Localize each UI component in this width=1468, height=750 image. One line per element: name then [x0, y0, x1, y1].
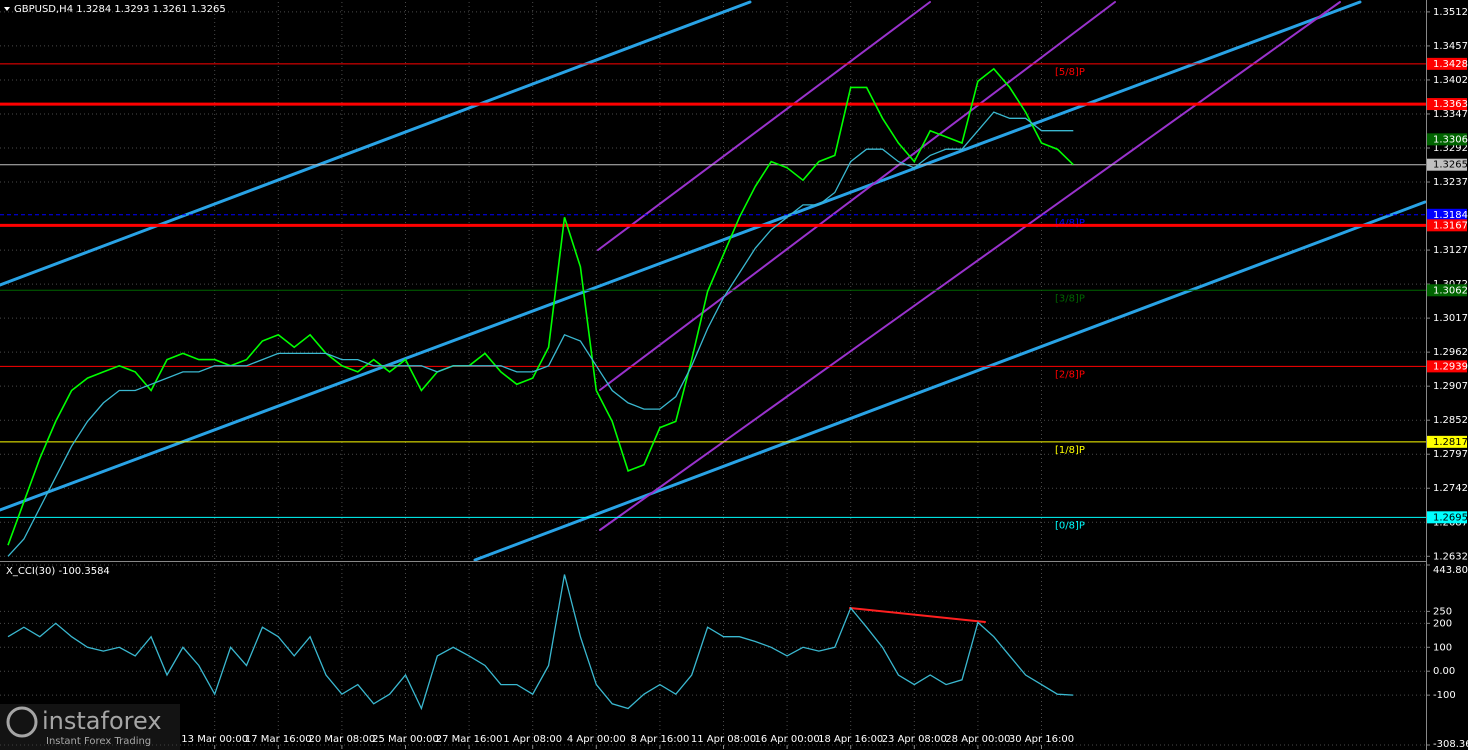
y-tick-label: -100: [1433, 690, 1456, 701]
level-price-box: [1427, 435, 1467, 448]
level-price-label: 1.2695: [1433, 512, 1468, 523]
y-tick-label: 1.2962: [1433, 347, 1468, 358]
level-price-label: 1.3184: [1433, 210, 1468, 221]
x-tick-label: 11 Apr 08:00: [691, 734, 756, 745]
level-price-label: 1.3306: [1433, 134, 1468, 145]
x-tick-label: 20 Mar 08:00: [309, 734, 376, 745]
x-tick-label: 1 Apr 08:00: [503, 734, 562, 745]
trend-line: [473, 200, 1427, 562]
y-tick-label: 1.3237: [1433, 177, 1468, 188]
x-tick-label: 25 Mar 00:00: [372, 734, 439, 745]
y-tick-label: 1.2742: [1433, 483, 1468, 494]
y-tick-label: 1.3292: [1433, 143, 1468, 154]
level-price-box: [1427, 511, 1467, 524]
y-tick-label: 250: [1433, 606, 1452, 617]
x-tick-label: 8 Apr 16:00: [630, 734, 689, 745]
trend-lines: [0, 0, 1427, 623]
x-tick-label: 28 Apr 00:00: [945, 734, 1010, 745]
watermark-tagline: Instant Forex Trading: [46, 736, 151, 747]
level-price-label: 1.3428: [1433, 59, 1468, 70]
x-tick-label: 13 Mar 00:00: [181, 734, 248, 745]
level-price-box: [1427, 98, 1467, 111]
x-tick-label: 27 Mar 16:00: [436, 734, 503, 745]
y-tick-label: 1.3402: [1433, 75, 1468, 86]
level-label: [2/8]P: [1055, 369, 1085, 380]
level-label: [4/8]P: [1055, 218, 1085, 229]
x-tick-label: 17 Mar 16:00: [245, 734, 312, 745]
watermark-brand: instaforex: [42, 707, 162, 735]
trend-line: [0, 0, 1362, 512]
watermark: instaforex Instant Forex Trading: [0, 704, 180, 750]
divergence-line: [849, 607, 986, 623]
level-price-box: [1427, 158, 1467, 171]
y-tick-label: 200: [1433, 618, 1452, 629]
level-price-label: 1.3363: [1433, 99, 1468, 110]
level-price-label: 1.3265: [1433, 160, 1468, 171]
level-label: [3/8]P: [1055, 293, 1085, 304]
trend-line: [0, 0, 752, 287]
level-price-box: [1427, 219, 1467, 232]
level-price-label: 1.2939: [1433, 361, 1468, 372]
series-line: [7, 574, 1074, 711]
y-tick-label: 1.2907: [1433, 381, 1468, 392]
x-tick-label: 18 Apr 16:00: [818, 734, 883, 745]
x-tick-label: 23 Apr 08:00: [882, 734, 947, 745]
indicator-title: X_CCI(30) -100.3584: [6, 566, 110, 577]
level-price-label: 1.2817: [1433, 437, 1468, 448]
y-tick-label: 1.3017: [1433, 313, 1468, 324]
level-label: [5/8]P: [1055, 67, 1085, 78]
background-layer: [0, 2, 1426, 746]
level-price-box: [1427, 57, 1467, 70]
series-line: [7, 67, 1074, 546]
y-tick-label: 100: [1433, 642, 1452, 653]
y-tick-label: -308.364: [1433, 739, 1468, 750]
level-price-box: [1427, 208, 1467, 221]
watermark-icon: [6, 706, 38, 738]
level-price-box: [1427, 360, 1467, 373]
level-label: [1/8]P: [1055, 445, 1085, 456]
y-tick-label: 1.3347: [1433, 109, 1468, 120]
channel-line: [599, 1, 1341, 531]
chart-title: GBPUSD,H4 1.3284 1.3293 1.3261 1.3265: [14, 4, 226, 15]
y-tick-label: 1.2797: [1433, 449, 1468, 460]
y-tick-label: 1.3512: [1433, 7, 1468, 18]
x-tick-label: 30 Apr 16:00: [1009, 734, 1074, 745]
y-tick-label: 1.2852: [1433, 415, 1468, 426]
channel-line: [597, 1, 931, 251]
y-tick-label: 1.3457: [1433, 41, 1468, 52]
data-layer: 1.3512 1.3457 1.3402 1.3347 1.3292 1.3237 1.31…: [0, 7, 1468, 750]
y-tick-label: 1.2632: [1433, 551, 1468, 562]
series-line: [7, 111, 1074, 557]
level-price-label: 1.3167: [1433, 220, 1468, 231]
channel-line: [599, 1, 1116, 391]
level-price-box: [1427, 133, 1467, 146]
y-tick-label: 0.00: [1433, 666, 1455, 677]
x-tick-label: 4 Apr 00:00: [567, 734, 626, 745]
y-tick-label: 443.8052: [1433, 565, 1468, 576]
y-tick-label: 1.3127: [1433, 245, 1468, 256]
x-tick-label: 16 Apr 00:00: [754, 734, 819, 745]
level-label: [0/8]P: [1055, 520, 1085, 531]
level-price-box: [1427, 284, 1467, 297]
level-price-label: 1.3062: [1433, 285, 1468, 296]
menu-triangle: [4, 7, 10, 11]
